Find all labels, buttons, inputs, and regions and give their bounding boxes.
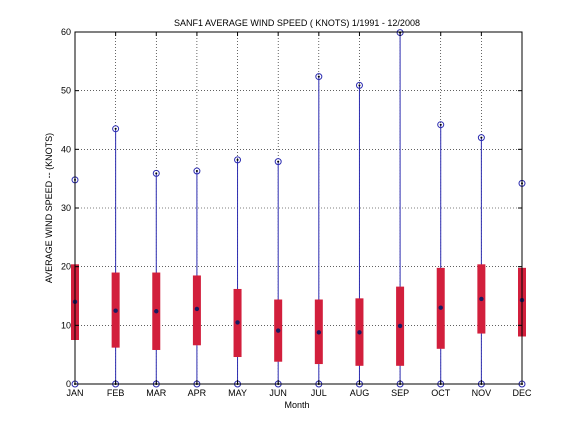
median-marker — [275, 328, 281, 333]
x-tick-label: AUG — [350, 388, 370, 398]
x-tick-label: FEB — [107, 388, 125, 398]
max-marker — [152, 169, 160, 177]
max-marker — [355, 81, 363, 89]
y-tick-label: 20 — [61, 262, 71, 272]
box-jun — [274, 158, 283, 388]
x-tick-label: MAY — [228, 388, 247, 398]
max-marker-dot — [114, 127, 117, 130]
max-marker-dot — [277, 160, 280, 163]
y-tick-label: 10 — [61, 320, 71, 330]
x-tick-label: JAN — [66, 388, 83, 398]
max-marker — [234, 156, 242, 164]
max-marker-dot — [236, 158, 239, 161]
box-aug — [355, 81, 364, 388]
median-marker — [479, 296, 484, 302]
box-nov — [477, 134, 486, 388]
median-marker — [113, 308, 118, 313]
box-apr — [192, 167, 201, 388]
x-tick-label: JUL — [311, 388, 327, 398]
y-tick-label: 40 — [61, 144, 71, 154]
y-tick-label: 50 — [61, 86, 71, 96]
box-mar — [152, 169, 161, 388]
median-marker — [235, 320, 240, 325]
x-tick-label: NOV — [472, 388, 492, 398]
median-marker — [397, 323, 403, 329]
max-marker-dot — [195, 170, 198, 173]
plot-frame — [74, 31, 523, 385]
y-tick-label: 0 — [66, 379, 71, 389]
median-marker — [194, 306, 200, 312]
box-feb — [111, 125, 120, 388]
x-axis: JAN FEB MAR APR MAY JUN JUL AUG SEP OCT NOV DEC — [66, 32, 532, 398]
median-marker — [357, 330, 362, 335]
grid — [74, 31, 523, 385]
median-marker — [154, 309, 159, 314]
box-jul — [314, 73, 323, 388]
max-marker — [193, 167, 201, 175]
median-marker — [316, 330, 322, 335]
max-marker — [112, 125, 120, 133]
y-axis-label: AVERAGE WIND SPEED -- (KNOTS) — [44, 133, 54, 283]
x-tick-label: JUN — [269, 388, 287, 398]
max-marker-dot — [480, 136, 483, 139]
x-tick-label: APR — [188, 388, 207, 398]
max-marker — [437, 121, 445, 129]
x-tick-label: SEP — [391, 388, 409, 398]
max-marker — [315, 73, 323, 81]
y-axis: 0 10 20 30 40 50 60 — [61, 27, 522, 389]
max-marker — [477, 134, 485, 142]
plot-area — [71, 29, 526, 388]
max-marker-dot — [439, 123, 442, 126]
x-axis-label: Month — [284, 400, 309, 410]
x-tick-label: MAR — [146, 388, 167, 398]
box-may — [233, 156, 242, 388]
max-marker-dot — [155, 172, 158, 175]
max-marker — [274, 158, 282, 166]
x-tick-label: OCT — [431, 388, 451, 398]
chart-title: SANF1 AVERAGE WIND SPEED ( KNOTS) 1/1991… — [174, 18, 420, 28]
max-marker-dot — [358, 84, 361, 87]
median-marker — [438, 305, 443, 310]
x-tick-label: DEC — [512, 388, 532, 398]
y-tick-label: 60 — [61, 27, 71, 37]
y-tick-label: 30 — [61, 203, 71, 213]
box-oct — [436, 121, 445, 388]
max-marker-dot — [317, 75, 320, 78]
